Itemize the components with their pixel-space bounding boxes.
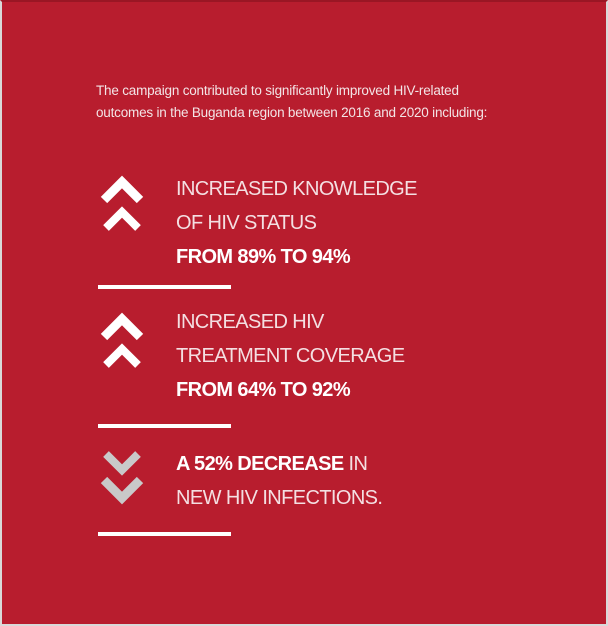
highlight: FROM 89% TO 94% — [176, 246, 351, 268]
item-text: IN — [348, 453, 368, 475]
highlight: A 52% DECREASE — [176, 453, 344, 475]
item-line: INCREASED KNOWLEDGE — [176, 178, 417, 200]
chevron — [103, 206, 141, 231]
item: A 52% DECREASE IN NEW HIV INFECTIONS. — [176, 447, 383, 515]
item-line: NEW HIV INFECTIONS. — [176, 487, 383, 509]
item-line: OF HIV STATUS — [176, 212, 317, 234]
intro-line: The campaign contributed to significantl… — [96, 83, 459, 98]
highlight: FROM 64% TO 92% — [176, 379, 351, 401]
chevron — [103, 451, 141, 476]
item: INCREASED HIV TREATMENT COVERAGE FROM 64… — [176, 305, 405, 407]
down-icon — [100, 451, 144, 505]
item-highlight: FROM 64% TO 92% — [176, 373, 405, 407]
chevron — [103, 343, 141, 368]
divider — [98, 424, 231, 428]
chevron — [100, 175, 144, 204]
item-line: A 52% DECREASE IN — [176, 447, 382, 481]
divider — [98, 285, 231, 289]
intro: The campaign contributed to significantl… — [96, 80, 487, 124]
up-icon — [100, 175, 144, 231]
item-line: INCREASED HIV — [176, 311, 324, 333]
up-icon — [100, 312, 144, 368]
item-line: TREATMENT COVERAGE — [176, 345, 405, 367]
chevron — [100, 312, 144, 341]
intro-line: outcomes in the Buganda region between 2… — [96, 105, 488, 120]
item: INCREASED KNOWLEDGE OF HIV STATUS FROM 8… — [176, 172, 417, 274]
chevron — [100, 476, 144, 505]
divider — [98, 532, 231, 536]
item-highlight: FROM 89% TO 94% — [176, 240, 417, 274]
